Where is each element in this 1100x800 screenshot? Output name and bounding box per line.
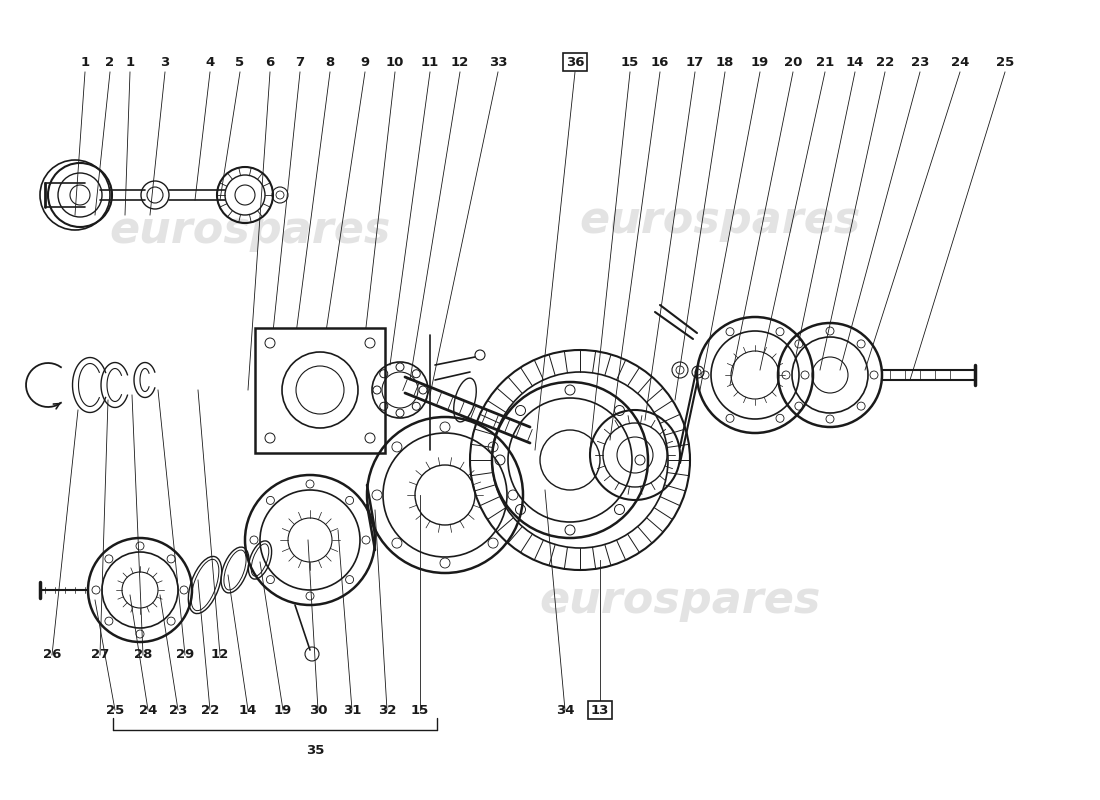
Text: 16: 16 bbox=[651, 55, 669, 69]
Text: 29: 29 bbox=[176, 649, 194, 662]
Text: 24: 24 bbox=[950, 55, 969, 69]
Text: 18: 18 bbox=[716, 55, 734, 69]
Text: 17: 17 bbox=[686, 55, 704, 69]
Text: 1: 1 bbox=[80, 55, 89, 69]
Circle shape bbox=[475, 350, 485, 360]
Text: 25: 25 bbox=[106, 703, 124, 717]
Text: 27: 27 bbox=[91, 649, 109, 662]
Text: 9: 9 bbox=[361, 55, 370, 69]
Text: 14: 14 bbox=[239, 703, 257, 717]
Text: 4: 4 bbox=[206, 55, 214, 69]
Text: 14: 14 bbox=[846, 55, 865, 69]
Text: 34: 34 bbox=[556, 703, 574, 717]
Text: 11: 11 bbox=[421, 55, 439, 69]
Text: 22: 22 bbox=[201, 703, 219, 717]
Text: 23: 23 bbox=[168, 703, 187, 717]
Text: 19: 19 bbox=[274, 703, 293, 717]
Text: 2: 2 bbox=[106, 55, 114, 69]
Text: 33: 33 bbox=[488, 55, 507, 69]
Text: eurospares: eurospares bbox=[580, 198, 860, 242]
Bar bbox=[255, 328, 385, 453]
Text: 13: 13 bbox=[591, 703, 609, 717]
Text: 7: 7 bbox=[296, 55, 305, 69]
Text: 1: 1 bbox=[125, 55, 134, 69]
Text: 24: 24 bbox=[139, 703, 157, 717]
Text: eurospares: eurospares bbox=[539, 578, 821, 622]
Text: 12: 12 bbox=[451, 55, 469, 69]
Text: 5: 5 bbox=[235, 55, 244, 69]
Text: 30: 30 bbox=[309, 703, 328, 717]
Text: 21: 21 bbox=[816, 55, 834, 69]
Text: 28: 28 bbox=[134, 649, 152, 662]
Text: 3: 3 bbox=[161, 55, 169, 69]
Text: 32: 32 bbox=[377, 703, 396, 717]
Text: 20: 20 bbox=[784, 55, 802, 69]
Text: 15: 15 bbox=[411, 703, 429, 717]
Text: 26: 26 bbox=[43, 649, 62, 662]
Text: 6: 6 bbox=[265, 55, 275, 69]
Text: 12: 12 bbox=[211, 649, 229, 662]
Text: eurospares: eurospares bbox=[109, 209, 390, 251]
Text: 23: 23 bbox=[911, 55, 930, 69]
Text: 15: 15 bbox=[620, 55, 639, 69]
Text: 36: 36 bbox=[565, 55, 584, 69]
Text: 25: 25 bbox=[996, 55, 1014, 69]
Text: 31: 31 bbox=[343, 703, 361, 717]
Text: 19: 19 bbox=[751, 55, 769, 69]
Text: 22: 22 bbox=[876, 55, 894, 69]
Text: 35: 35 bbox=[306, 743, 324, 757]
Text: 10: 10 bbox=[386, 55, 404, 69]
Text: 8: 8 bbox=[326, 55, 334, 69]
